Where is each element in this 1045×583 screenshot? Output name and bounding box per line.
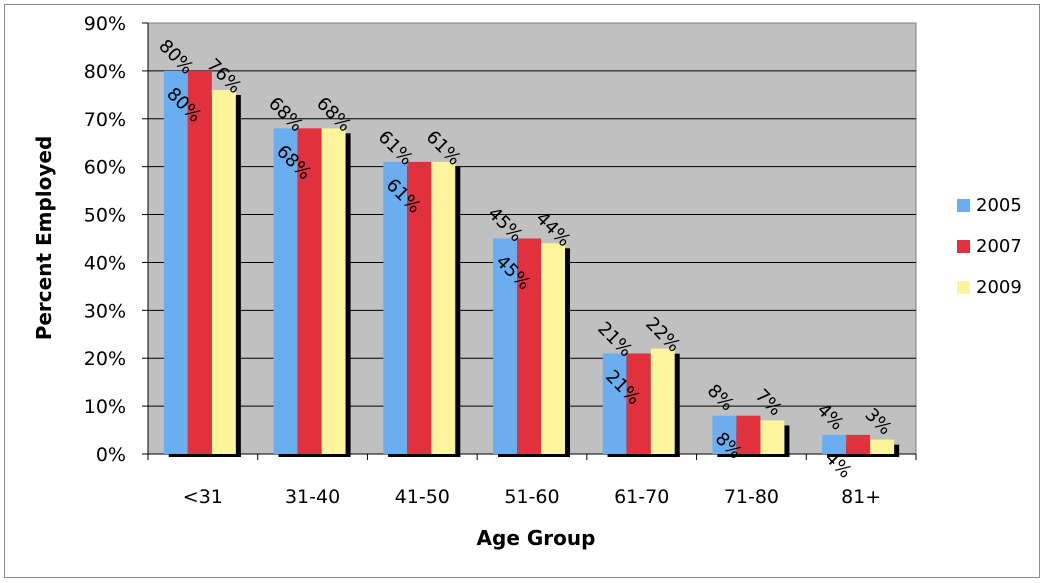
bar-floor (717, 454, 790, 457)
bar-2009-2 (431, 161, 456, 454)
legend-swatch-2007 (957, 240, 970, 253)
bar-2007-2 (407, 161, 432, 454)
legend-swatch-2005 (957, 199, 970, 212)
y-tick-label: 50% (84, 205, 126, 227)
bar-2009-0 (211, 90, 236, 455)
x-tick-label: 51-60 (504, 486, 559, 508)
legend-label-2005: 2005 (976, 195, 1022, 216)
bar-2009-5 (760, 420, 785, 454)
bar-2007-0 (187, 70, 212, 454)
y-tick-label: 10% (84, 396, 126, 418)
bar-2009-6 (870, 439, 895, 454)
legend-item-2007: 2007 (957, 226, 1022, 267)
bar-floor (388, 454, 461, 457)
bar-2007-3 (517, 238, 541, 454)
bar-floor (498, 454, 570, 457)
bar-2007-1 (297, 128, 322, 454)
x-tick-label: 41-50 (395, 486, 450, 508)
bar-2005-2 (383, 161, 408, 454)
chart-frame: 0% 10% 20% 30% 40% 50% 60% 70% 80% 90% <31 31-40 41-… (4, 4, 1040, 578)
y-tick-label: 0% (96, 444, 126, 466)
y-tick-label: 60% (84, 157, 126, 179)
bar-2009-3 (541, 243, 565, 454)
bar-2007-5 (736, 415, 761, 454)
legend-item-2005: 2005 (957, 185, 1022, 226)
x-tick-label: 31-40 (285, 486, 340, 508)
y-tick-label: 70% (84, 109, 126, 131)
y-tick-label: 20% (84, 348, 126, 370)
y-tick-label: 30% (84, 300, 126, 322)
bar-2005-4 (602, 353, 627, 454)
x-tick-label: <31 (183, 486, 223, 508)
bar-floor (278, 454, 351, 457)
bar-2005-5 (712, 415, 737, 454)
legend: 2005 2007 2009 (957, 185, 1022, 308)
legend-label-2009: 2009 (976, 277, 1022, 298)
bar-floor (827, 454, 900, 457)
bar-2005-0 (163, 70, 188, 454)
y-tick-label: 80% (84, 61, 126, 83)
x-tick-label: 61-70 (614, 486, 669, 508)
bar-floor (168, 454, 241, 457)
legend-item-2009: 2009 (957, 267, 1022, 308)
x-tick-label: 81+ (841, 486, 881, 508)
bar-2007-6 (846, 434, 871, 454)
legend-label-2007: 2007 (976, 236, 1022, 257)
x-tick-label: 71-80 (724, 486, 779, 508)
bar-2005-3 (493, 238, 517, 454)
bar-floor (607, 454, 680, 457)
bar-chart: 0% 10% 20% 30% 40% 50% 60% 70% 80% 90% <31 31-40 41-… (32, 13, 917, 550)
bar-2009-4 (650, 348, 675, 454)
bar-2005-1 (273, 128, 298, 454)
y-tick-label: 40% (84, 252, 126, 274)
legend-swatch-2009 (957, 281, 970, 294)
bar-2007-4 (626, 353, 651, 454)
bar-2005-6 (822, 434, 847, 454)
y-tick-label: 90% (84, 13, 126, 35)
x-axis-title: Age Group (477, 526, 596, 550)
y-axis-title: Percent Employed (32, 136, 56, 341)
bar-2009-1 (321, 128, 346, 454)
